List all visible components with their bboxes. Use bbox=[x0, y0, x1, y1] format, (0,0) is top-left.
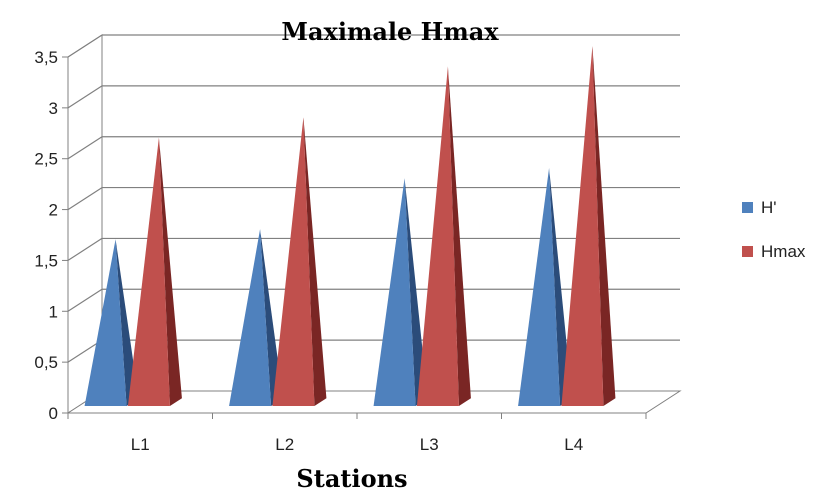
gridline-side bbox=[67, 136, 103, 160]
bar-front-face bbox=[229, 229, 272, 406]
gridline-side bbox=[67, 288, 103, 312]
legend-label: H' bbox=[761, 198, 777, 217]
gridline-side bbox=[67, 187, 103, 211]
x-tick-label: L1 bbox=[131, 435, 150, 454]
legend-swatch bbox=[742, 202, 753, 213]
bars bbox=[84, 46, 616, 407]
gridline-side bbox=[67, 34, 103, 58]
y-tick-label: 2 bbox=[49, 201, 58, 220]
bar-front-face bbox=[272, 117, 315, 406]
bar-Hmax-L1 bbox=[127, 137, 182, 407]
x-tick-label: L3 bbox=[420, 435, 439, 454]
legend-label: Hmax bbox=[761, 242, 806, 261]
bar-side-face bbox=[549, 168, 573, 406]
y-tick-label: 1 bbox=[49, 302, 58, 321]
bar-front-face bbox=[127, 137, 170, 407]
gridline-side bbox=[67, 237, 103, 261]
bar-side-face bbox=[447, 66, 471, 406]
y-tick-label: 1,5 bbox=[34, 251, 58, 270]
x-axis-label: Stations bbox=[296, 464, 407, 491]
legend-swatch bbox=[742, 246, 753, 257]
bar-side-face bbox=[404, 178, 428, 406]
bar-side-face bbox=[592, 46, 616, 406]
bar-front-face bbox=[373, 178, 416, 406]
y-tick-label: 2,5 bbox=[34, 150, 58, 169]
chart-title: Maximale Hmax bbox=[281, 17, 499, 46]
gridline-side bbox=[67, 85, 103, 109]
bar-H-L3 bbox=[373, 178, 428, 406]
bar-side-face bbox=[303, 117, 327, 406]
x-tick-label: L4 bbox=[564, 435, 583, 454]
y-tick-label: 0 bbox=[49, 404, 58, 423]
y-axis-ticks: 0 0,5 1 1,5 2 2,5 3 3,5 bbox=[34, 48, 69, 423]
bar-Hmax-L3 bbox=[416, 66, 471, 406]
bar-H-L2 bbox=[229, 229, 284, 406]
x-tick-label: L2 bbox=[275, 435, 294, 454]
bar-H-L4 bbox=[518, 168, 573, 406]
y-tick-label: 0,5 bbox=[34, 353, 58, 372]
legend: H' Hmax bbox=[742, 198, 806, 261]
bar-front-face bbox=[561, 46, 604, 406]
bar-Hmax-L4 bbox=[561, 46, 616, 406]
x-axis-ticks: L1 L2 L3 L4 bbox=[67, 412, 647, 454]
y-tick-label: 3 bbox=[49, 99, 58, 118]
bar-front-face bbox=[84, 239, 127, 406]
y-tick-label: 3,5 bbox=[34, 48, 58, 67]
bar-Hmax-L2 bbox=[272, 117, 327, 406]
bar-side-face bbox=[158, 137, 182, 407]
bar-front-face bbox=[416, 66, 459, 406]
bar-front-face bbox=[518, 168, 561, 406]
